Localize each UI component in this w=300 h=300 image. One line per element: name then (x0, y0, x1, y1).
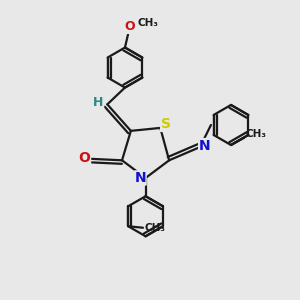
Text: CH₃: CH₃ (144, 223, 165, 233)
Text: S: S (160, 117, 171, 131)
Text: O: O (125, 20, 135, 33)
Text: H: H (93, 95, 104, 109)
Text: N: N (199, 139, 210, 153)
Text: N: N (134, 171, 146, 185)
Text: O: O (79, 151, 91, 165)
Text: CH₃: CH₃ (138, 18, 159, 28)
Text: CH₃: CH₃ (246, 129, 267, 139)
